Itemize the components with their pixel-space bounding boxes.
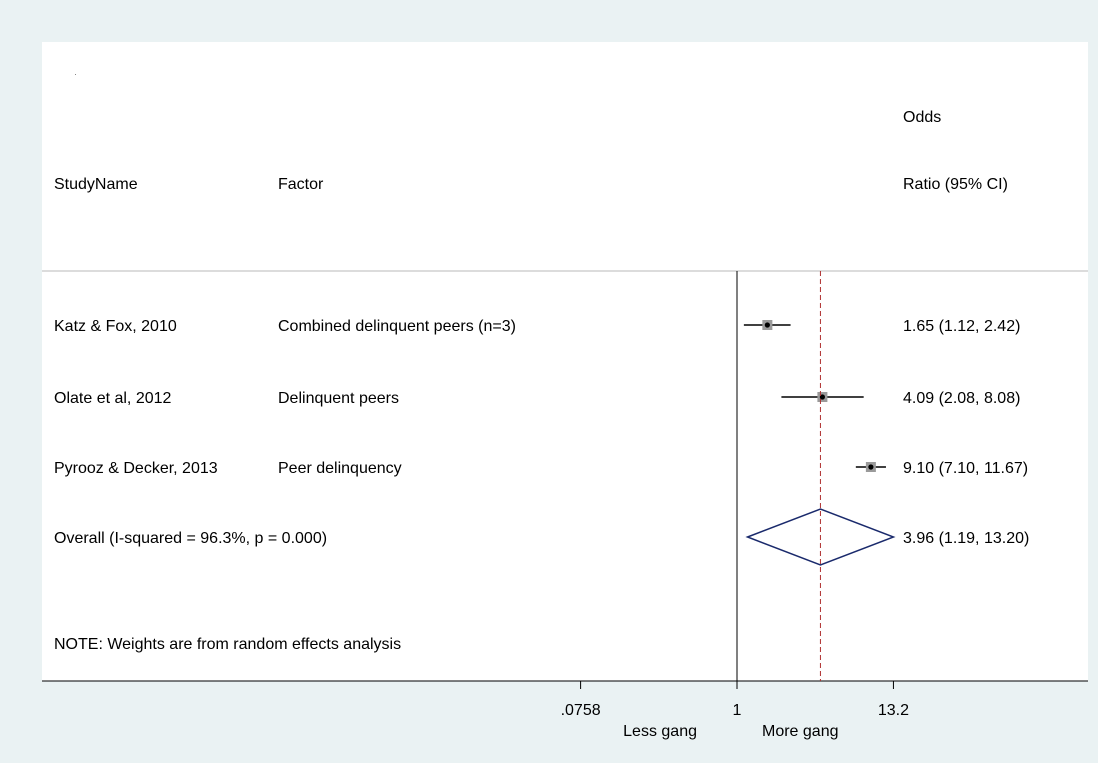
study-factor: Peer delinquency — [278, 460, 402, 477]
overall-or-ci-label: 3.96 (1.19, 13.20) — [903, 530, 1029, 547]
header-factor: Factor — [278, 176, 324, 193]
or-ci-label: 4.09 (2.08, 8.08) — [903, 390, 1020, 407]
or-ci-label: 1.65 (1.12, 2.42) — [903, 318, 1020, 335]
plot-panel — [42, 42, 1088, 681]
study-name: Katz & Fox, 2010 — [54, 318, 177, 335]
x-tick-label: 13.2 — [878, 702, 909, 719]
study-name: Pyrooz & Decker, 2013 — [54, 460, 218, 477]
point-estimate — [764, 322, 770, 328]
study-factor: Delinquent peers — [278, 390, 399, 407]
header-odds: Odds — [903, 109, 941, 126]
overall-row: Overall (I-squared = 96.3%, p = 0.000) 3.… — [54, 508, 1029, 566]
header-study-name: StudyName — [54, 176, 138, 193]
stray-dot — [75, 74, 76, 75]
or-ci-label: 9.10 (7.10, 11.67) — [903, 460, 1028, 477]
favours-right-label: More gang — [762, 723, 839, 740]
study-rows: Katz & Fox, 2010 Combined delinquent peer… — [54, 318, 1028, 477]
x-tick-label: .0758 — [561, 702, 601, 719]
study-name: Olate et al, 2012 — [54, 390, 172, 407]
x-axis-ticks: .0758 1 13.2 — [561, 681, 909, 719]
header-ratio-ci: Ratio (95% CI) — [903, 176, 1008, 193]
x-tick-label: 1 — [733, 702, 742, 719]
point-estimate — [868, 464, 874, 470]
favours-left-label: Less gang — [623, 723, 697, 740]
overall-label: Overall (I-squared = 96.3%, p = 0.000) — [54, 530, 327, 547]
weights-note: NOTE: Weights are from random effects an… — [54, 636, 401, 653]
point-estimate — [819, 394, 825, 400]
overall-diamond — [745, 508, 896, 566]
study-factor: Combined delinquent peers (n=3) — [278, 318, 516, 335]
